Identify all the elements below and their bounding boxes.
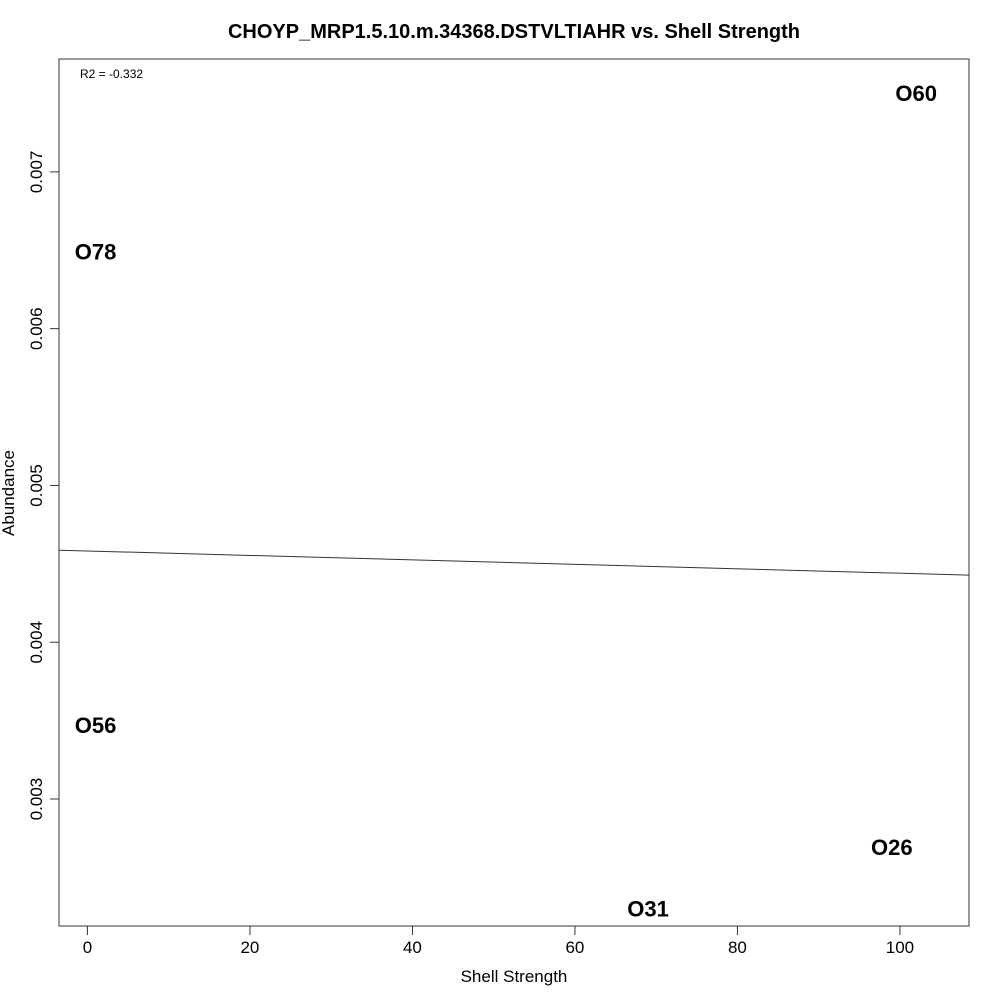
regression-line xyxy=(58,549,970,576)
x-tick-label: 40 xyxy=(403,938,422,957)
plot-frame xyxy=(58,58,970,927)
x-tick-label: 100 xyxy=(886,938,914,957)
point-label-o56: O56 xyxy=(75,713,117,738)
point-label-o60: O60 xyxy=(895,81,937,106)
y-tick-label: 0.006 xyxy=(27,307,46,350)
x-tick-label: 0 xyxy=(83,938,92,957)
y-axis: 0.003 0.004 0.005 0.006 0.007 xyxy=(27,151,59,821)
x-axis-label: Shell Strength xyxy=(461,967,568,986)
x-tick-label: 80 xyxy=(728,938,747,957)
x-tick-label: 60 xyxy=(565,938,584,957)
y-tick-label: 0.007 xyxy=(27,151,46,194)
x-tick-label: 20 xyxy=(240,938,259,957)
x-axis: 0 20 40 60 80 100 xyxy=(83,926,914,957)
point-label-o78: O78 xyxy=(75,239,117,264)
point-labels: O60 O78 O56 O26 O31 xyxy=(75,81,937,921)
point-label-o31: O31 xyxy=(627,896,669,921)
y-tick-label: 0.005 xyxy=(27,464,46,507)
y-tick-label: 0.004 xyxy=(27,621,46,664)
chart-title: CHOYP_MRP1.5.10.m.34368.DSTVLTIAHR vs. S… xyxy=(228,21,800,43)
point-label-o26: O26 xyxy=(871,835,913,860)
r2-annotation: R2 = -0.332 xyxy=(80,67,143,81)
y-tick-label: 0.003 xyxy=(27,778,46,821)
fit-line-layer xyxy=(58,549,970,576)
y-axis-label: Abundance xyxy=(0,450,18,536)
